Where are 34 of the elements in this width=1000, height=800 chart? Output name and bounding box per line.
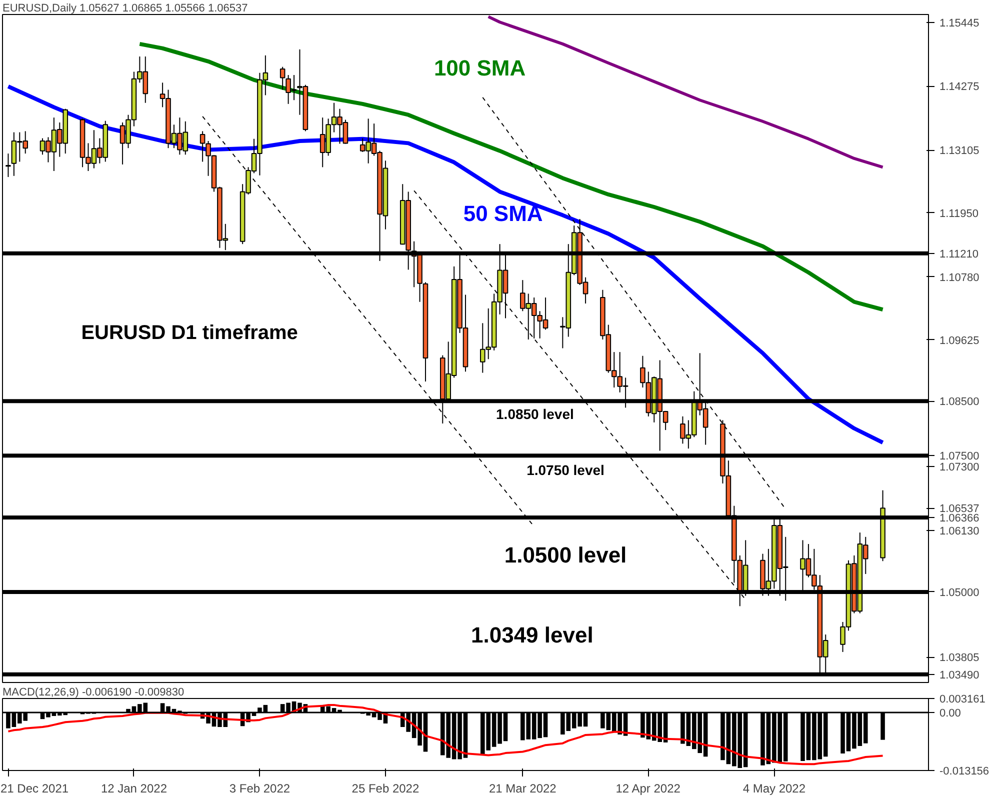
x-tick-label: 3 Feb 2022 (229, 782, 290, 796)
y-tick-label: 1.07300 (940, 462, 980, 474)
y-tick-label: 1.11950 (940, 208, 978, 220)
y-tick-label: 0.00 (940, 707, 961, 720)
ref-line-label: 1.11210 (940, 248, 978, 260)
x-tick-label: 21 Mar 2022 (488, 782, 557, 796)
y-tick-label: 1.13105 (940, 145, 980, 158)
x-tick-label: 21 Dec 2021 (0, 782, 69, 796)
ref-line-label: 1.08500 (940, 396, 980, 408)
series-label: 50 SMA (463, 200, 543, 226)
y-tick-label: 1.15445 (940, 17, 980, 30)
series-label: 100 SMA (434, 55, 526, 80)
x-tick-label: 12 Apr 2022 (616, 782, 681, 796)
ref-line-label: 1.06366 (940, 512, 980, 524)
ref-line-label: 1.03490 (940, 669, 980, 682)
y-tick-label: 1.10780 (940, 272, 980, 284)
annotation: 1.0750 level (526, 462, 604, 478)
annotation: 1.0850 level (496, 406, 574, 422)
x-tick-label: 25 Feb 2022 (352, 782, 420, 796)
annotation: 1.0349 level (471, 622, 594, 648)
annotation: EURUSD D1 timeframe (81, 322, 298, 344)
x-tick-label: 4 May 2022 (742, 782, 806, 796)
x-tick-label: 12 Jan 2022 (100, 782, 168, 796)
y-tick-label: -0.013156 (940, 766, 990, 778)
ref-line-label: 1.05000 (940, 586, 980, 599)
y-tick-label: 0.003161 (940, 694, 986, 706)
y-tick-label: 1.06130 (940, 525, 980, 538)
annotation: 1.0500 level (504, 542, 627, 568)
y-tick-label: 1.14275 (940, 81, 980, 94)
ref-line-label: 1.07500 (940, 450, 980, 463)
y-tick-label: 1.09625 (940, 334, 980, 347)
y-tick-label: 1.03805 (940, 652, 980, 664)
chart-title: MACD(12,26,9) -0.006190 -0.009830 (2, 686, 184, 698)
chart-title: EURUSD,Daily 1.05627 1.06865 1.05566 1.06537 (2, 2, 248, 14)
